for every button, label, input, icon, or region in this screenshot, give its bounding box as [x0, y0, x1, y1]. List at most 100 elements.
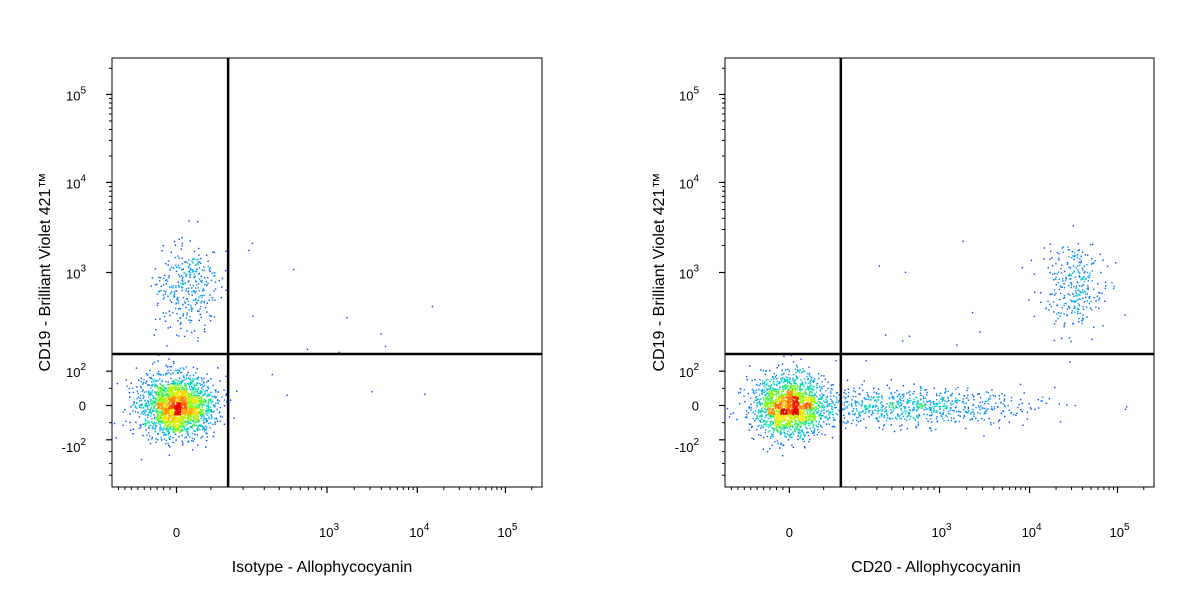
event-dot: [847, 400, 849, 403]
event-dot: [891, 411, 893, 413]
event-dot: [819, 401, 821, 404]
event-dot: [139, 404, 142, 406]
event-dot: [762, 426, 764, 429]
event-dot: [739, 403, 741, 405]
event-dot: [809, 380, 811, 382]
event-dot: [771, 444, 773, 447]
event-dot: [1084, 270, 1086, 273]
event-dot: [175, 284, 177, 287]
event-dot: [186, 392, 189, 395]
event-dot: [178, 388, 181, 390]
event-dot: [799, 422, 802, 424]
event-dot: [789, 377, 791, 379]
event-dot: [1043, 258, 1045, 260]
event-dot: [210, 391, 212, 394]
event-dot: [170, 386, 172, 388]
event-dot: [176, 416, 178, 418]
event-dot: [901, 394, 903, 396]
event-dot: [1078, 285, 1081, 287]
event-dot: [896, 395, 899, 398]
event-dot: [187, 422, 189, 424]
event-dot: [979, 331, 981, 333]
event-dot: [810, 409, 812, 411]
event-dot: [771, 415, 774, 418]
event-dot: [777, 430, 779, 432]
event-dot: [157, 370, 160, 373]
event-dot: [844, 407, 846, 409]
event-dot: [746, 416, 748, 419]
event-dot: [159, 416, 162, 418]
event-dot: [183, 421, 186, 423]
event-dot: [918, 406, 920, 408]
event-dot: [129, 396, 131, 398]
event-dot: [824, 406, 826, 408]
event-dot: [209, 270, 212, 273]
event-dot: [159, 378, 161, 380]
event-dot: [181, 423, 183, 426]
event-dot: [788, 414, 791, 416]
event-dot: [203, 398, 205, 400]
event-dot: [168, 431, 170, 433]
event-dot: [180, 327, 182, 330]
event-dot: [209, 320, 212, 322]
event-dot: [183, 400, 185, 402]
event-dot: [169, 268, 171, 270]
event-dot: [213, 431, 215, 433]
event-dot: [792, 415, 795, 417]
event-dot: [923, 409, 925, 411]
event-dot: [950, 417, 953, 419]
event-dot: [212, 299, 214, 301]
event-dot: [926, 401, 929, 403]
event-dot: [186, 413, 188, 415]
event-dot: [182, 387, 185, 389]
event-dot: [196, 271, 198, 273]
event-dot: [891, 417, 893, 420]
event-dot: [768, 385, 770, 387]
event-dot: [147, 420, 149, 422]
event-dot: [158, 394, 160, 397]
event-dot: [1073, 286, 1075, 288]
event-dot: [1061, 264, 1063, 266]
event-dot: [1067, 305, 1070, 307]
event-dot: [178, 414, 181, 417]
event-dot: [955, 399, 958, 402]
event-dot: [1069, 275, 1071, 277]
event-dot: [184, 302, 187, 304]
event-dot: [769, 422, 772, 424]
event-dot: [197, 417, 199, 420]
event-dot: [856, 416, 858, 419]
y-tick-label: 105: [66, 85, 86, 103]
event-dot: [844, 427, 847, 429]
event-dot: [163, 390, 165, 392]
event-dot: [810, 407, 813, 409]
event-dot: [812, 399, 815, 401]
event-dot: [778, 382, 781, 385]
event-dot: [797, 394, 800, 396]
event-dot: [766, 405, 769, 407]
event-dot: [175, 401, 177, 403]
event-dot: [149, 369, 151, 372]
event-dot: [197, 378, 199, 381]
event-dot: [187, 281, 189, 283]
event-dot: [797, 428, 800, 430]
event-dot: [875, 392, 877, 394]
event-dot: [162, 428, 164, 430]
event-dot: [176, 429, 179, 431]
event-dot: [868, 398, 870, 401]
event-dot: [143, 381, 145, 384]
event-dot: [174, 431, 176, 433]
event-dot: [196, 430, 199, 432]
event-dot: [796, 370, 798, 372]
event-dot: [906, 402, 908, 404]
event-dot: [793, 384, 796, 386]
event-dot: [184, 382, 186, 384]
event-dot: [158, 415, 160, 417]
event-dot: [972, 395, 975, 397]
event-dot: [198, 282, 200, 285]
event-dot: [157, 432, 160, 435]
event-dot: [828, 405, 830, 407]
event-dot: [916, 409, 918, 412]
event-dot: [830, 391, 832, 393]
event-dot: [186, 382, 189, 385]
event-dot: [170, 415, 172, 417]
